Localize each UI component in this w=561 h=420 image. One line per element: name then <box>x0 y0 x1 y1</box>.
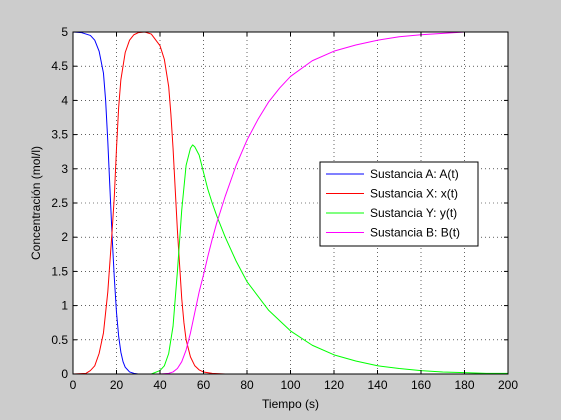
series-line-4 <box>73 31 465 375</box>
x-tick-label: 180 <box>454 378 474 392</box>
x-tick-label: 120 <box>324 378 344 392</box>
y-tick-label: 4.5 <box>51 59 68 73</box>
y-tick-label: 0 <box>61 367 68 381</box>
y-axis-label: Concentración (mol/l) <box>29 146 43 260</box>
y-tick-label: 0.5 <box>51 333 68 347</box>
x-tick-label: 40 <box>153 378 167 392</box>
y-tick-label: 4 <box>61 93 68 107</box>
legend: Sustancia A: A(t) Sustancia X: x(t) Sustan… <box>319 161 479 247</box>
y-tick-label: 5 <box>61 25 68 39</box>
legend-entry-4: Sustancia B: B(t) <box>370 226 460 240</box>
series-line-2 <box>72 31 508 375</box>
x-axis-label: Tiempo (s) <box>262 397 319 411</box>
x-tick-label: 200 <box>498 378 518 392</box>
x-tick-label: 20 <box>110 378 124 392</box>
y-tick-label: 2 <box>61 230 68 244</box>
series-line-3 <box>73 144 508 375</box>
legend-entry-2: Sustancia X: x(t) <box>370 187 458 201</box>
x-tick-label: 160 <box>411 378 431 392</box>
y-tick-label: 1 <box>61 299 68 313</box>
y-tick-label: 3 <box>61 162 68 176</box>
tick-marks <box>72 31 509 375</box>
legend-entry-3: Sustancia Y: y(t) <box>370 206 457 220</box>
y-tick-label: 2.5 <box>51 196 68 210</box>
x-tick-label: 0 <box>70 378 77 392</box>
y-tick-label: 1.5 <box>51 264 68 278</box>
tick-labels: 0 20 40 60 80 100 120 140 160 180 200 0 0.5 1 1.5 2 2.5 3… <box>51 25 518 392</box>
x-tick-label: 60 <box>197 378 211 392</box>
x-tick-label: 100 <box>280 378 300 392</box>
x-tick-label: 140 <box>367 378 387 392</box>
y-tick-label: 3.5 <box>51 128 68 142</box>
legend-entry-1: Sustancia A: A(t) <box>370 167 459 181</box>
grid-lines <box>73 32 508 374</box>
x-tick-label: 80 <box>240 378 254 392</box>
